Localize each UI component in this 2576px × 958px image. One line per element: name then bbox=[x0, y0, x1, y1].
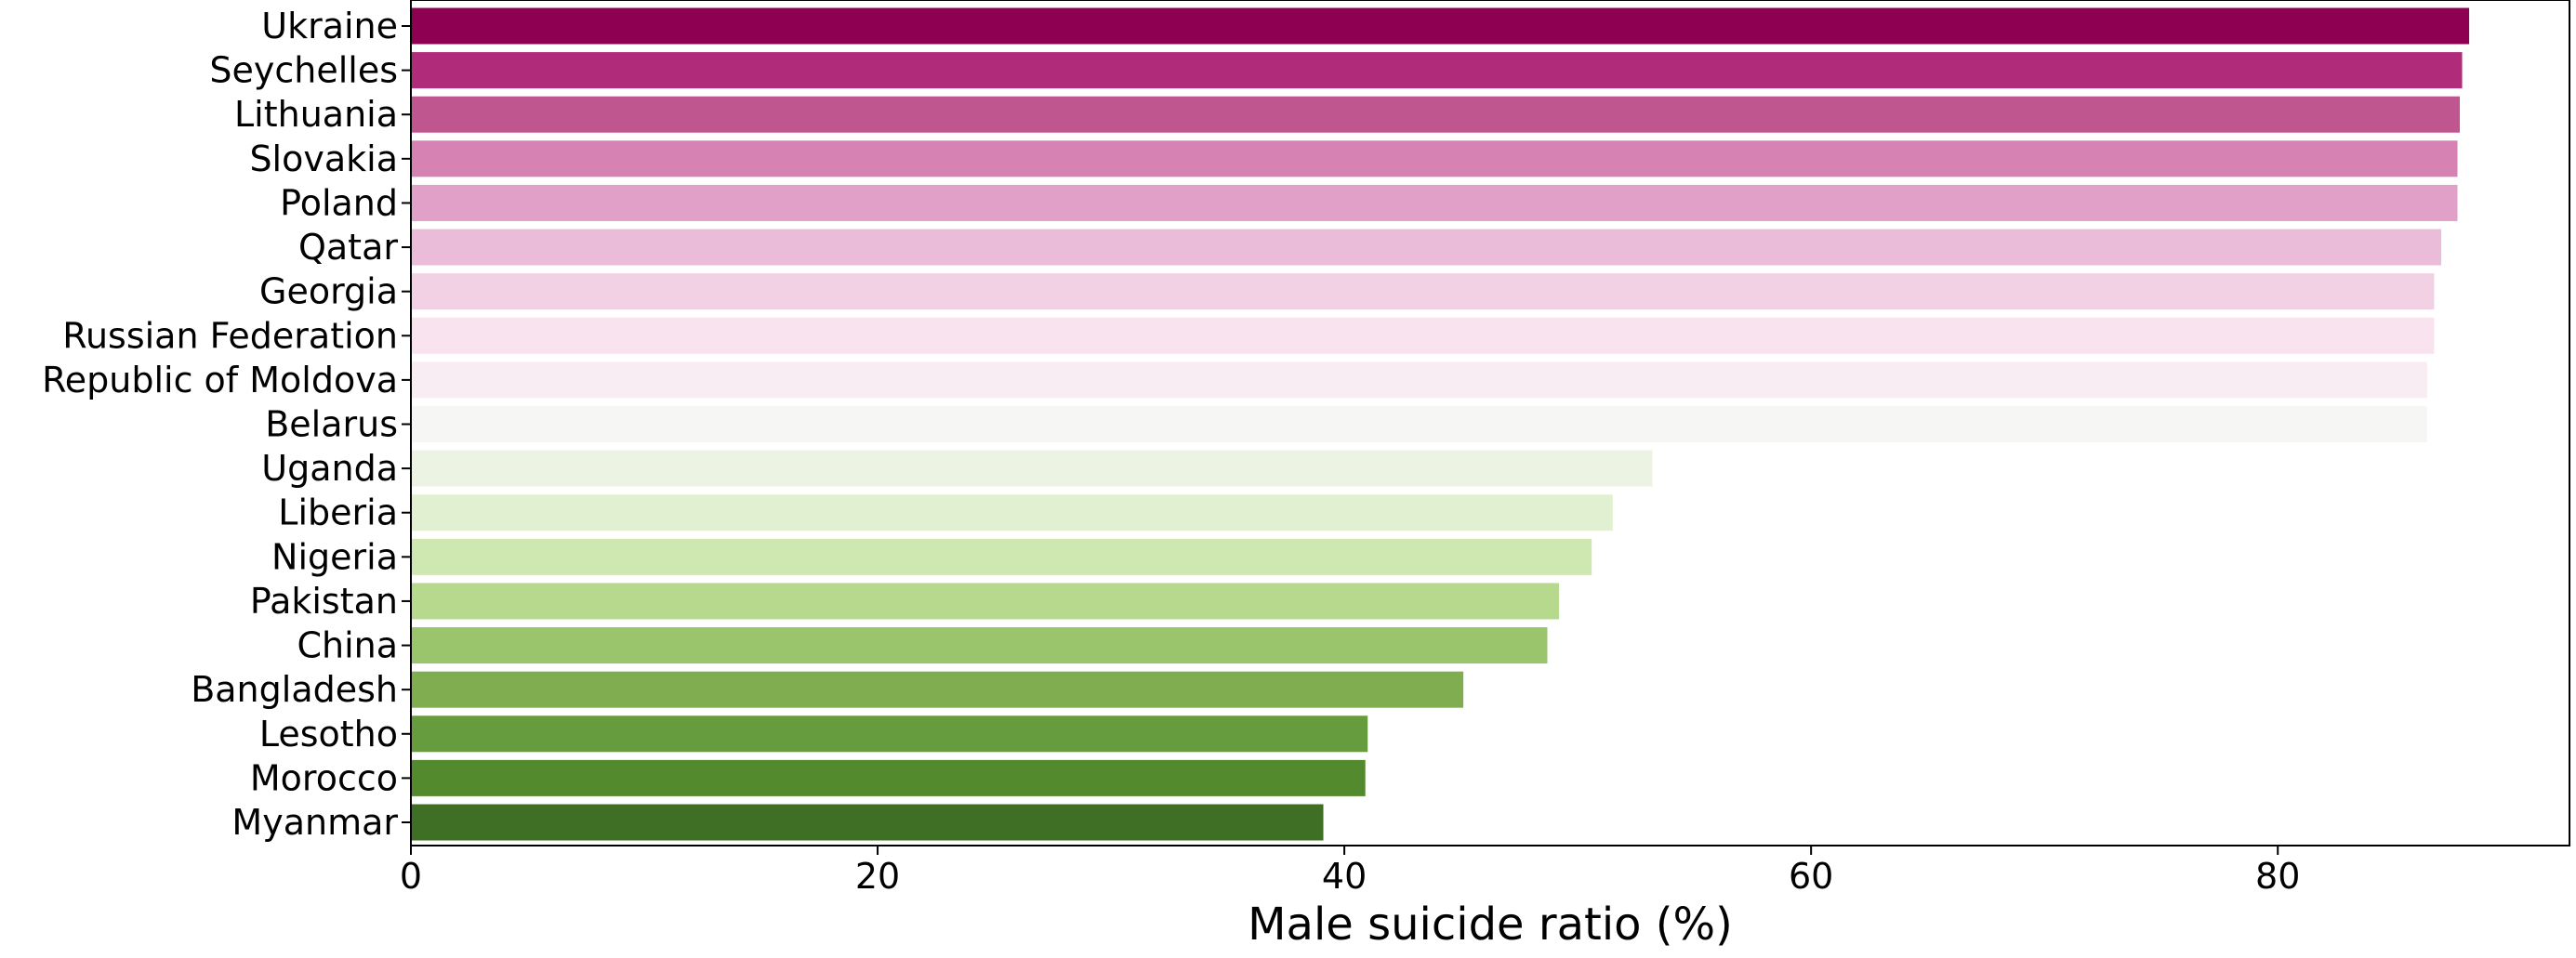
bar-nigeria bbox=[411, 538, 1592, 575]
bar-qatar bbox=[411, 229, 2441, 266]
category-label-lesotho: Lesotho bbox=[259, 714, 398, 755]
category-label-lithuania: Lithuania bbox=[234, 94, 398, 135]
category-labels: UkraineSeychellesLithuaniaSlovakiaPoland… bbox=[42, 6, 398, 843]
bar-slovakia bbox=[411, 140, 2458, 177]
category-label-liberia: Liberia bbox=[278, 492, 398, 533]
category-label-pakistan: Pakistan bbox=[250, 581, 398, 622]
bar-china bbox=[411, 627, 1548, 664]
bar-lesotho bbox=[411, 715, 1368, 753]
bar-seychelles bbox=[411, 52, 2463, 89]
category-label-belarus: Belarus bbox=[265, 404, 398, 445]
bar-belarus bbox=[411, 406, 2427, 442]
category-label-qatar: Qatar bbox=[298, 227, 398, 268]
category-label-georgia: Georgia bbox=[259, 271, 398, 312]
category-label-slovakia: Slovakia bbox=[249, 138, 398, 179]
category-label-nigeria: Nigeria bbox=[271, 536, 398, 577]
bar-morocco bbox=[411, 759, 1366, 796]
x-axis-ticks: 0 20 40 60 80 bbox=[400, 25, 2300, 897]
bar-pakistan bbox=[411, 583, 1560, 620]
bar-liberia bbox=[411, 494, 1613, 531]
bar-poland bbox=[411, 184, 2458, 221]
category-label-russian-federation: Russian Federation bbox=[62, 315, 398, 356]
bars bbox=[411, 7, 2470, 841]
category-label-uganda: Uganda bbox=[261, 448, 398, 489]
bar-lithuania bbox=[411, 96, 2461, 133]
x-tick-label-20: 20 bbox=[855, 856, 900, 897]
bar-russian-federation bbox=[411, 317, 2435, 354]
category-label-morocco: Morocco bbox=[250, 757, 398, 798]
x-tick-label-60: 60 bbox=[1789, 856, 1833, 897]
category-label-china: China bbox=[297, 625, 398, 666]
category-label-republic-of-moldova: Republic of Moldova bbox=[42, 360, 398, 400]
plot-frame bbox=[410, 0, 2570, 846]
x-tick-label-80: 80 bbox=[2255, 856, 2300, 897]
bar-georgia bbox=[411, 273, 2435, 310]
x-tick-label-0: 0 bbox=[400, 856, 422, 897]
category-label-bangladesh: Bangladesh bbox=[191, 669, 398, 710]
category-label-poland: Poland bbox=[280, 182, 398, 223]
category-label-ukraine: Ukraine bbox=[261, 6, 398, 46]
x-axis-title: Male suicide ratio (%) bbox=[1248, 899, 1733, 951]
category-label-myanmar: Myanmar bbox=[231, 802, 398, 843]
bar-myanmar bbox=[411, 804, 1324, 841]
category-label-seychelles: Seychelles bbox=[209, 50, 398, 91]
bar-uganda bbox=[411, 450, 1653, 487]
bar-republic-of-moldova bbox=[411, 361, 2427, 399]
x-tick-label-40: 40 bbox=[1322, 856, 1367, 897]
bar-bangladesh bbox=[411, 671, 1464, 708]
bar-ukraine bbox=[411, 7, 2470, 45]
